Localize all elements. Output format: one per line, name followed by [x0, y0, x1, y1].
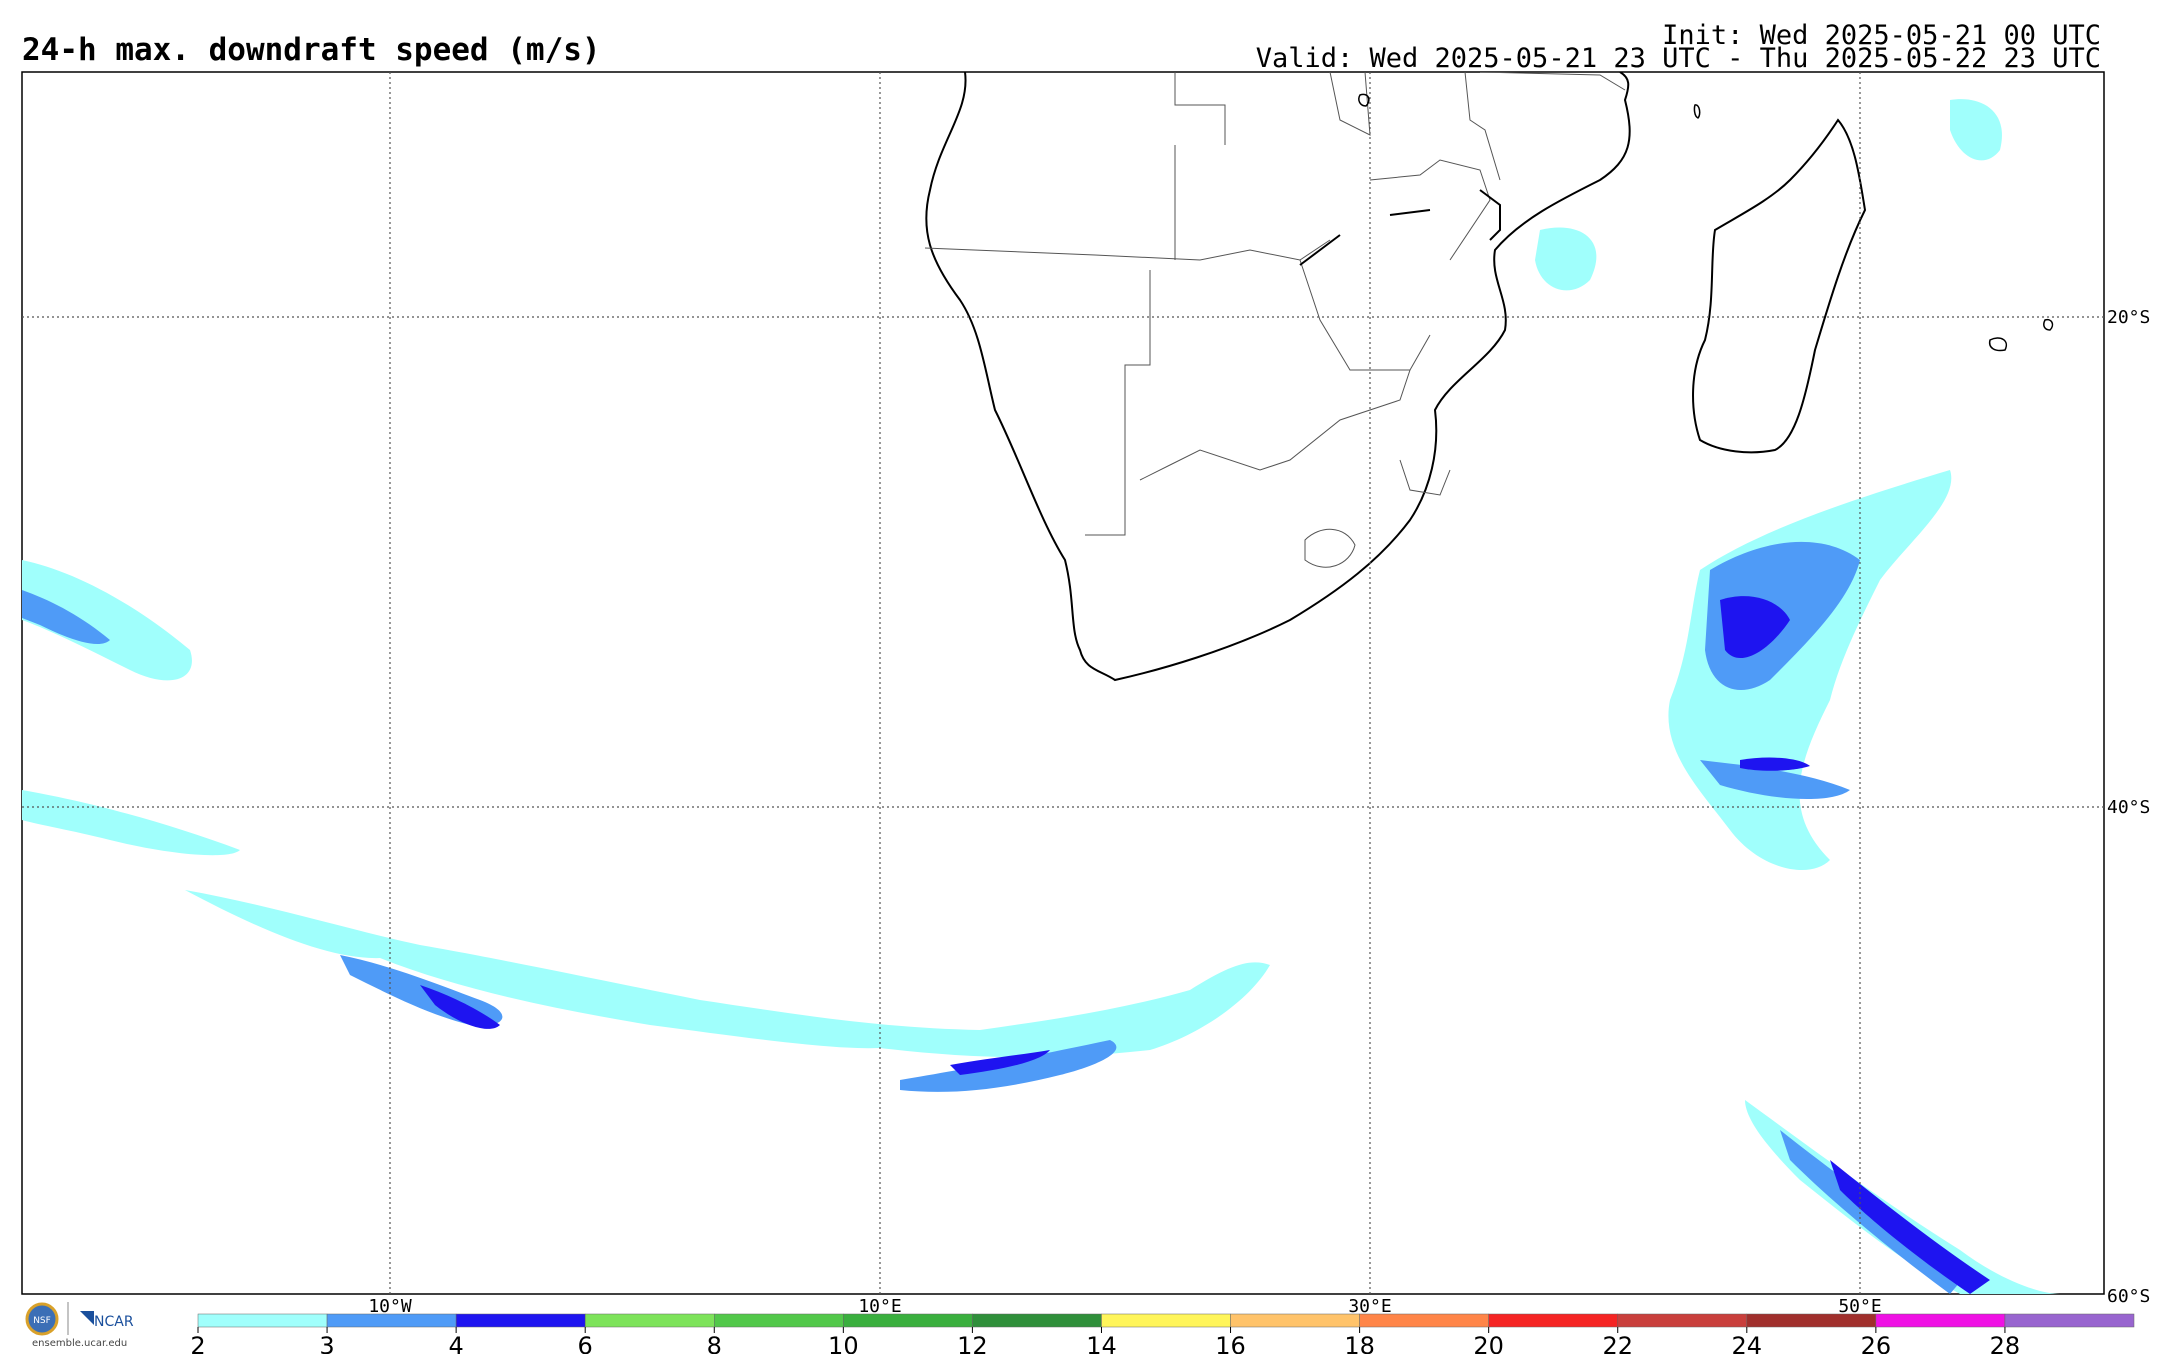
colorbar-swatch — [714, 1313, 844, 1328]
island-small-3 — [1693, 104, 1701, 119]
downdraft-ne-speckles — [1950, 99, 2002, 161]
colorbar-tick-label: 18 — [1344, 1332, 1375, 1354]
colorbar-swatch — [326, 1313, 457, 1328]
colorbar-tick-label: 14 — [1086, 1332, 1117, 1354]
lon-label-10w: 10°W — [368, 1296, 412, 1317]
colorbar-swatch — [1488, 1313, 1618, 1328]
downdraft-mozambique-channel — [1535, 227, 1597, 291]
colorbar-tick-label: 28 — [1990, 1332, 2021, 1354]
lat-label-40s: 40°S — [2107, 797, 2150, 818]
ncar-logo-text: NCAR — [94, 1314, 134, 1330]
colorbar-swatch — [2004, 1313, 2135, 1328]
colorbar-tick-label: 12 — [957, 1332, 988, 1354]
downdraft-band-south-atlantic — [185, 890, 1270, 1058]
lon-label-30e: 30°E — [1348, 1296, 1391, 1317]
colorbar-swatch — [1875, 1313, 2006, 1328]
colorbar-swatch — [1617, 1313, 1748, 1328]
logos: NSF NCAR — [25, 1302, 134, 1336]
colorbar-swatch — [1230, 1313, 1360, 1328]
colorbar-swatch — [1359, 1313, 1489, 1328]
footer-url: ensemble.ucar.edu — [32, 1338, 128, 1349]
colorbar-tick-label: 24 — [1732, 1332, 1763, 1354]
nsf-logo-icon — [25, 1302, 59, 1336]
colorbar-tick-label: 26 — [1861, 1332, 1892, 1354]
downdraft-indian-ocean-streak — [1700, 760, 1850, 800]
map-title: 24-h max. downdraft speed (m/s) — [22, 32, 601, 68]
colorbar-tick-label: 6 — [578, 1332, 593, 1354]
init-time: Init: Wed 2025-05-21 00 UTC — [1662, 20, 2101, 51]
valid-time: Valid: Wed 2025-05-21 23 UTC - Thu 2025-… — [1255, 43, 2101, 74]
colorbar-tick-label: 2 — [190, 1332, 205, 1354]
africa-coastline — [925, 72, 1631, 682]
graticule — [22, 72, 2104, 1294]
colorbar: 2 3 4 6 8 10 12 14 16 18 20 22 24 26 28 — [190, 1313, 2135, 1354]
downdraft-band-south-atlantic-core3 — [420, 985, 500, 1029]
island-small-1 — [1988, 337, 2007, 352]
colorbar-swatch — [1101, 1313, 1231, 1328]
lat-label-60s: 60°S — [2107, 1286, 2150, 1307]
colorbar-tick-label: 22 — [1602, 1332, 1633, 1354]
island-small-2 — [2043, 318, 2054, 331]
colorbar-tick-label: 10 — [828, 1332, 859, 1354]
colorbar-swatch — [584, 1313, 715, 1328]
colorbar-swatch — [972, 1313, 1102, 1328]
downdraft-west-streaks-core — [22, 590, 110, 645]
ncar-logo-icon — [80, 1311, 94, 1325]
colorbar-swatch — [1746, 1313, 1877, 1328]
lon-label-50e: 50°E — [1838, 1296, 1881, 1317]
island-small-4 — [1358, 93, 1370, 107]
madagascar — [1692, 118, 1867, 454]
downdraft-indian-ocean-core2 — [1720, 596, 1790, 659]
lon-label-10e: 10°E — [858, 1296, 901, 1317]
downdraft-west-streaks2 — [22, 790, 240, 856]
downdraft-indian-ocean-streak2 — [1740, 757, 1810, 771]
colorbar-tick-label: 4 — [448, 1332, 463, 1354]
colorbar-swatch — [843, 1313, 973, 1328]
downdraft-band-se-core2 — [1830, 1160, 1990, 1294]
colorbar-swatch — [455, 1313, 586, 1328]
downdraft-band-south-atlantic-core4 — [950, 1050, 1050, 1075]
lat-label-20s: 20°S — [2107, 307, 2150, 328]
colorbar-tick-label: 20 — [1473, 1332, 1504, 1354]
colorbar-tick-label: 3 — [319, 1332, 334, 1354]
lake-victoria-nyasa — [1299, 189, 1501, 266]
colorbar-swatch — [197, 1313, 328, 1328]
colorbar-tick-label: 16 — [1215, 1332, 1246, 1354]
nsf-logo-text: NSF — [33, 1316, 51, 1326]
colorbar-tick-label: 8 — [707, 1332, 722, 1354]
downdraft-west-streaks — [22, 560, 192, 681]
